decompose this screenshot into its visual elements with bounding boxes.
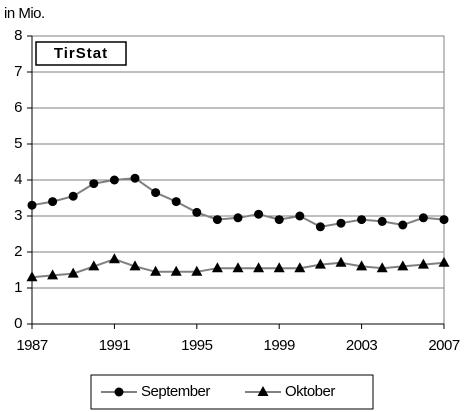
y-tick-label: 7 [14,63,22,80]
marker [315,222,325,232]
marker [418,213,428,223]
marker [417,258,429,269]
marker [377,216,387,226]
y-tick-label: 8 [14,27,22,44]
marker [151,188,161,198]
x-tick-label: 2007 [428,337,460,354]
marker [211,262,223,273]
marker [68,191,78,201]
y-tick-label: 5 [14,135,22,152]
marker [47,269,59,280]
legend-label: Oktober [285,383,335,400]
marker [232,262,244,273]
legend [90,374,374,410]
y-tick-label: 2 [14,243,22,260]
y-tick-label: 1 [14,279,22,296]
marker [192,207,202,217]
marker [335,256,347,267]
marker [130,173,140,183]
marker [253,262,265,273]
x-tick-label: 1991 [99,337,131,354]
marker [398,220,408,230]
marker [438,256,450,267]
marker [439,215,449,225]
marker [171,197,181,207]
marker [212,215,222,225]
marker [376,262,388,273]
marker [257,386,269,396]
y-axis-label: in Mio. [4,5,45,22]
marker [233,213,243,223]
x-tick-label: 1999 [264,337,296,354]
annotation-box [35,41,127,66]
marker [109,175,119,185]
marker [273,262,285,273]
marker [89,179,99,189]
y-tick-label: 4 [14,171,22,188]
marker [397,260,409,271]
marker [27,200,37,210]
marker [108,253,120,264]
marker [295,211,305,221]
marker [170,265,182,276]
x-tick-label: 1987 [16,337,48,354]
marker [129,260,141,271]
x-tick-label: 2003 [346,337,378,354]
marker [150,265,162,276]
marker [191,265,203,276]
marker [314,258,326,269]
y-tick-label: 0 [14,315,22,332]
marker [357,215,367,225]
marker [336,218,346,228]
marker [88,260,100,271]
legend-label: September [141,383,210,400]
marker [67,267,79,278]
annotation: TirStat [54,45,108,62]
marker [48,197,58,207]
x-tick-label: 1995 [181,337,213,354]
marker [274,215,284,225]
marker [294,262,306,273]
marker [356,260,368,271]
y-tick-label: 3 [14,207,22,224]
marker [26,271,38,282]
marker [254,209,264,219]
marker [114,387,124,397]
y-tick-label: 6 [14,99,22,116]
